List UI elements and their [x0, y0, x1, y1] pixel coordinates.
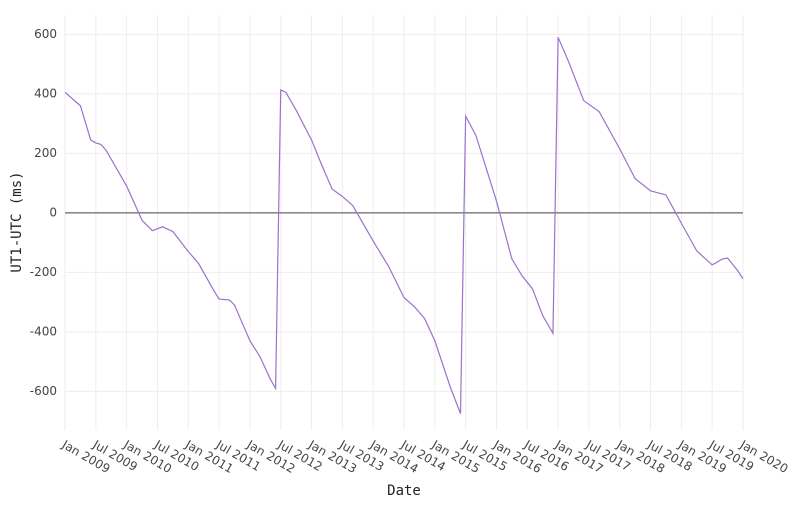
y-tick-label: 600	[34, 27, 57, 41]
y-tick-label: -200	[30, 265, 57, 279]
y-axis-title: UT1-UTC (ms)	[9, 171, 25, 272]
y-tick-label: -600	[30, 384, 57, 398]
data-line	[64, 37, 744, 414]
y-tick-label: -400	[30, 324, 57, 338]
y-tick-label: 400	[34, 86, 57, 100]
x-axis-title: Date	[387, 483, 421, 499]
y-tick-label: 200	[34, 146, 57, 160]
y-tick-label: 0	[49, 205, 57, 219]
